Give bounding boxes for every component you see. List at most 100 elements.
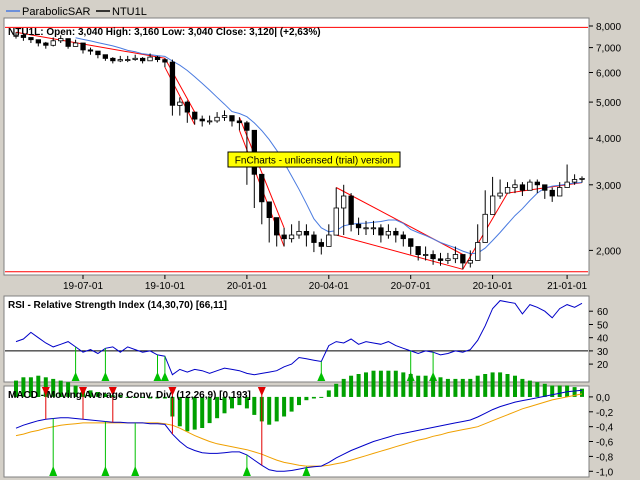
macd-hist-bar — [341, 378, 346, 397]
price-panel — [3, 17, 590, 276]
candle-body — [95, 50, 101, 56]
macd-hist-bar — [14, 380, 18, 397]
candle-body — [80, 42, 86, 51]
macd-hist-bar — [490, 372, 495, 397]
candle-body — [192, 111, 198, 120]
y-tick-label: 7,000 — [596, 44, 621, 55]
macd-hist-bar — [423, 375, 428, 397]
candle-body — [139, 57, 146, 62]
x-tick-label: 20-10-01 — [473, 281, 513, 292]
candle-body — [35, 39, 41, 44]
macd-hist-bar — [535, 382, 540, 397]
trend-line — [336, 234, 463, 270]
candle-body — [28, 37, 34, 41]
rsi-line — [15, 300, 583, 376]
y-tick-label: 40 — [597, 334, 609, 345]
watermark-box — [227, 151, 401, 168]
macd-sell-arrow — [168, 387, 177, 396]
y-tick-label: -1,0 — [596, 467, 614, 478]
candle-body — [497, 192, 503, 197]
candle-body — [177, 101, 183, 106]
candle-body — [363, 227, 369, 230]
macd-hist-bar — [118, 395, 123, 397]
price-title: NTU1L: Open: 3,040 High: 3,160 Low: 3,04… — [8, 27, 321, 38]
macd-hist-bar — [408, 374, 413, 397]
y-tick-label: 20 — [597, 360, 609, 371]
candle-body — [408, 238, 414, 247]
candle-body — [370, 227, 377, 230]
macd-title: MACD - Moving Average Conv. Div. (12,26,… — [8, 390, 251, 401]
y-tick-label: 2,000 — [596, 246, 621, 257]
candle-body — [229, 115, 235, 122]
macd-hist-bar — [542, 383, 547, 397]
macd-hist-bar — [393, 370, 398, 397]
rsi-buy-arrow — [71, 372, 80, 381]
macd-hist-bar — [28, 377, 33, 397]
y-tick-label: 60 — [597, 307, 609, 318]
macd-hist-bar — [267, 396, 272, 425]
candle-body — [311, 234, 317, 243]
macd-hist-bar — [371, 370, 376, 397]
candle-body — [437, 258, 444, 261]
candle-body — [214, 116, 220, 122]
macd-hist-bar — [244, 396, 249, 409]
candle-body — [169, 61, 176, 106]
macd-buy-arrow — [302, 466, 311, 476]
y-tick-label: -0,4 — [596, 423, 614, 434]
y-tick-label: 0,0 — [596, 393, 610, 404]
rsi-series — [15, 300, 583, 376]
candle-body — [571, 179, 578, 183]
candle-body — [579, 177, 585, 180]
macd-hist-bar — [416, 375, 421, 397]
trend-line — [15, 31, 165, 59]
y-tick-label: -0,6 — [596, 438, 614, 449]
price-y-axis: 8,000 7,000 6,000 5,000 4,000 3,000 2,000 — [589, 22, 621, 257]
y-tick-label: 3,000 — [596, 181, 621, 192]
y-tick-label: 50 — [597, 321, 609, 332]
candle-body — [43, 42, 49, 46]
price-grid — [5, 26, 588, 273]
macd-hist-bar — [207, 396, 212, 424]
candle-body — [512, 184, 518, 188]
macd-hist-bar — [557, 385, 562, 397]
candle-body — [199, 118, 205, 122]
candle-body — [221, 115, 228, 118]
x-tick-label: 20-01-01 — [227, 281, 267, 292]
candle-body — [296, 230, 302, 236]
macd-signals — [41, 387, 311, 476]
candle-body — [422, 254, 429, 256]
macd-buy-arrow — [242, 466, 251, 476]
legend: ParabolicSAR NTU1L — [6, 6, 147, 18]
candle-body — [482, 213, 488, 243]
y-tick-label: 30 — [597, 347, 609, 358]
candle-body — [393, 230, 399, 236]
candle-body — [273, 217, 280, 236]
candle-body — [65, 38, 71, 47]
macd-series — [15, 389, 583, 472]
macd-hist-bar — [148, 396, 153, 399]
candle-body — [110, 57, 116, 62]
macd-hist-bar — [460, 378, 465, 397]
macd-hist-bar — [453, 378, 458, 397]
candle-body — [430, 254, 436, 260]
candle-body — [355, 223, 362, 229]
macd-buy-arrow — [101, 466, 110, 476]
macd-hist-bar — [282, 396, 287, 417]
macd-hist-bar — [311, 396, 316, 399]
y-tick-label: 8,000 — [596, 22, 621, 33]
macd-hist-bar — [349, 375, 354, 397]
candle-body — [162, 59, 168, 63]
macd-hist-bar — [468, 378, 473, 397]
macd-hist-bar — [289, 396, 294, 412]
rsi-y-axis: 60 50 40 30 20 — [589, 307, 609, 371]
candle-body — [504, 187, 511, 194]
candle-body — [58, 38, 64, 42]
macd-hist-bar — [364, 372, 368, 397]
macd-hist-bar — [133, 396, 138, 398]
candle-body — [266, 201, 272, 218]
candle-body — [564, 181, 570, 188]
candle-body — [467, 260, 474, 264]
candle-body — [236, 120, 243, 124]
